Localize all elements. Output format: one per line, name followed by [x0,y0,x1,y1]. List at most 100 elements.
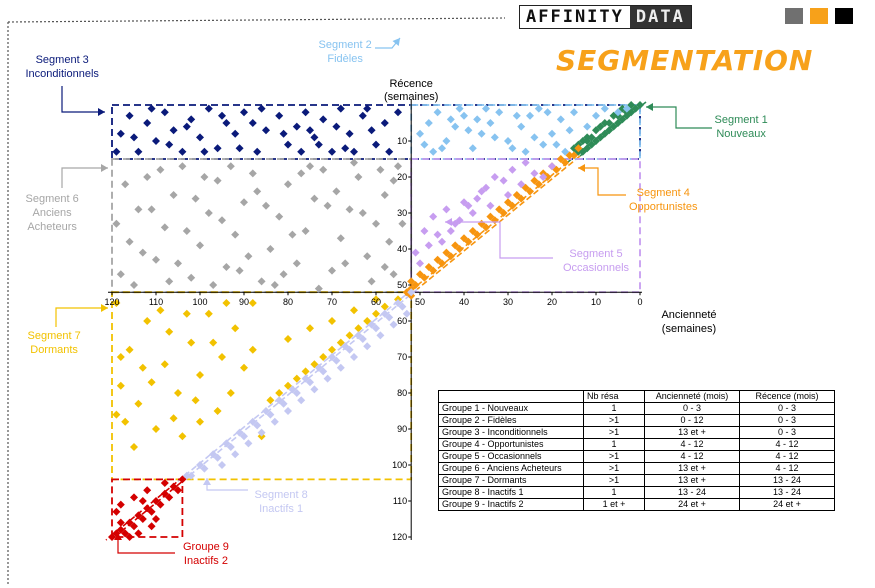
segment3-point [160,108,169,117]
segment6-point [257,277,266,286]
segment1-arrowhead [646,103,653,111]
segment3-point [147,104,156,113]
segment6-point [178,162,187,171]
segment1-connector [646,106,712,129]
segment7-point [130,443,138,451]
segment6-point [306,162,314,171]
y-tick-label: 120 [392,532,407,542]
segment2-point [442,137,451,145]
segment6-point [187,273,196,282]
segment1-point [600,119,609,127]
segment3-point [134,147,143,156]
segment3-arrowhead [98,108,105,116]
segment5-point [429,212,438,221]
segment7-point [156,306,165,315]
segment2-point [570,108,578,117]
segment2-point [614,108,622,117]
segment6-point [165,277,174,286]
segment6-point [226,162,235,171]
segment3-point [297,147,306,156]
segment7-point [319,353,328,361]
segment2-label-line: Segment 2 [318,39,372,51]
segment8-point [407,288,416,297]
logo-part2: DATA [629,6,691,28]
segment9-point [112,507,121,516]
segment3-region [111,104,641,160]
segment5-point [468,209,477,217]
row-group-name: Groupe 5 - Occasionnels [438,450,584,463]
segment6-point [253,187,262,196]
x-tick-label: 20 [547,297,557,307]
segment3-point [336,104,345,113]
table-cell: 1 [583,402,645,415]
segment7-point [204,309,213,318]
row-group-name: Groupe 8 - Inactifs 1 [438,486,584,499]
segment3-point [143,119,152,127]
segment3-point [306,126,314,135]
segment8-point [218,461,226,469]
segment1-point [605,119,614,127]
segment3-point [178,147,187,156]
segment8-point [279,399,288,408]
table-cell: 1 [583,438,645,451]
segment2-point [530,133,539,142]
segment3-point [152,137,160,145]
segment9-point [116,525,125,534]
segment1-point [592,137,600,145]
segment2-label: Segment 2 Fidèles [319,38,372,66]
segment2-point [446,115,455,124]
segment1-point [618,104,627,113]
segment1-point [614,119,622,127]
segment4-point [530,176,539,185]
segment3-point [213,144,222,153]
segment6-label-line: Segment 6 [25,193,79,205]
segment5-point [517,180,526,189]
segment9-point [174,486,182,495]
segment2-point [534,104,543,113]
x-tick-label: 90 [239,297,249,307]
segment3-point [196,133,204,142]
segment1-point [618,115,627,124]
segment5-point [539,173,548,181]
segment7-point [112,299,121,307]
segment9-label-line: Groupe 9 [183,541,229,553]
segment4-arrowhead [578,164,585,172]
segment8-point [226,443,235,451]
segment5-point [442,205,451,214]
segment4-point [508,201,517,210]
segment1-point [570,144,578,153]
segment3-point [240,108,248,117]
segment3-point [235,144,244,153]
segment3-point [301,108,310,117]
segment2-point [548,129,556,138]
segment7-point [196,371,204,379]
segment5-label: Segment 5 Occasionnels [563,247,629,275]
segment5-point [411,248,420,257]
swatch-orange [810,8,828,24]
segment2-point [468,144,477,153]
segment4-point [504,198,512,207]
segment8-label-line: Segment 8 [254,489,308,501]
segment3-label-line: Inconditionnels [25,68,99,80]
row-group-name: Groupe 3 - Inconditionnels [438,426,584,439]
segment4-point [442,248,451,257]
segment2-point [583,122,592,131]
segment2-point [420,140,429,149]
segment5-point [504,191,512,199]
row-group-name: Groupe 2 - Fidèles [438,414,584,427]
segment7-point [328,345,336,354]
segment7-point [380,302,389,311]
segment3-point [314,140,323,149]
segment5-point [530,169,539,178]
segment4-point [416,270,424,279]
segment7-point [160,360,169,369]
segment2-point [552,140,561,149]
x-tick-label: 70 [327,297,337,307]
table-cell: >1 [583,450,645,463]
segment2-point [521,147,530,156]
row-group-name: Groupe 9 - Inactifs 2 [438,498,584,511]
table-row: Groupe 8 - Inactifs 1 1 13 - 24 13 - 24 [438,486,835,499]
